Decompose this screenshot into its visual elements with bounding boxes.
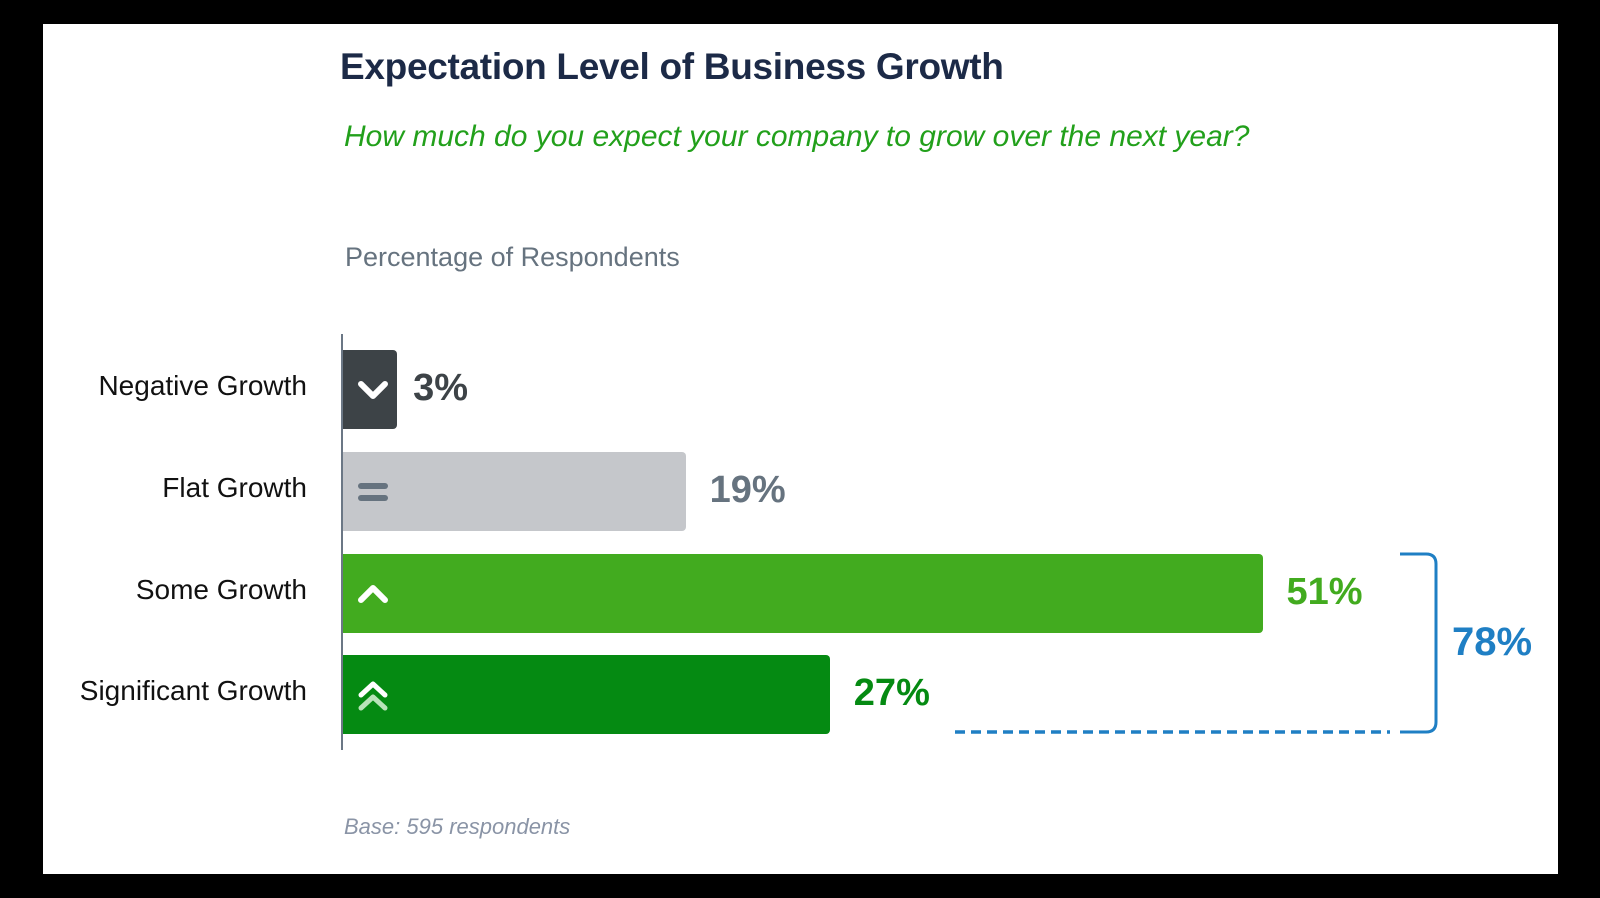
category-label: Some Growth <box>135 574 307 605</box>
bar-negative-growth <box>343 350 398 429</box>
value-label: 3% <box>413 367 468 409</box>
bar-some-growth <box>343 554 1263 633</box>
value-label: 27% <box>853 672 930 714</box>
bar-flat-growth <box>343 452 686 531</box>
bar-significant-growth <box>343 655 830 734</box>
footnote: Base: 595 respondents <box>344 814 571 839</box>
value-label: 51% <box>1286 571 1363 613</box>
category-label: Negative Growth <box>98 370 307 401</box>
category-label: Significant Growth <box>79 675 307 706</box>
chevron-up-icon <box>358 584 388 603</box>
category-label: Flat Growth <box>162 472 307 503</box>
chevron-down-icon <box>358 380 388 399</box>
equals-icon <box>358 482 388 501</box>
y-axis-line <box>341 334 343 750</box>
bracket-line <box>1400 552 1438 734</box>
double-chevron-up-icon <box>358 681 388 710</box>
chart-title: Expectation Level of Business Growth <box>340 46 1004 87</box>
axis-label: Percentage of Respondents <box>345 242 680 272</box>
chart-subtitle: How much do you expect your company to g… <box>344 120 1250 153</box>
value-label: 19% <box>709 469 786 511</box>
total-growth-label: 78% <box>1452 620 1533 664</box>
